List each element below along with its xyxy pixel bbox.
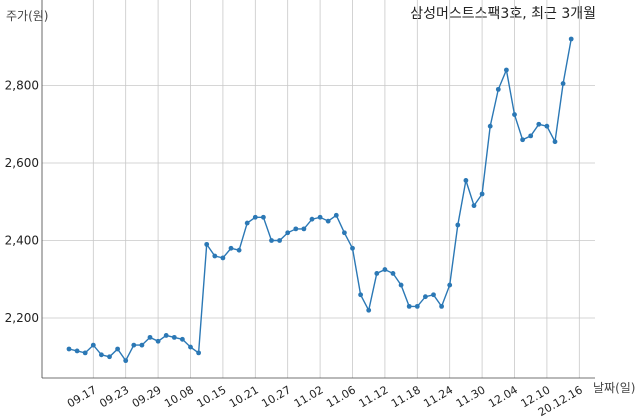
data-point [123, 358, 129, 364]
data-point [560, 81, 566, 86]
data-series [66, 36, 574, 364]
data-point [552, 139, 558, 145]
data-point [520, 137, 525, 143]
data-point [180, 336, 185, 342]
data-point [414, 303, 420, 309]
data-point [293, 226, 299, 232]
data-point [107, 354, 112, 360]
data-point [528, 133, 534, 139]
data-point [90, 342, 96, 348]
data-point [333, 212, 339, 218]
data-point [244, 220, 250, 226]
x-tick-label: 11.12 [357, 383, 391, 410]
data-point [366, 307, 372, 313]
x-tick-label: 09.23 [97, 383, 131, 410]
x-tick-label: 11.24 [421, 383, 455, 410]
y-tick-label: 2,800 [5, 79, 39, 93]
data-point [309, 216, 315, 222]
data-point [544, 123, 550, 129]
data-point [495, 86, 501, 92]
x-tick-label: 12.04 [486, 383, 520, 410]
x-tick-label: 10.27 [259, 383, 293, 410]
data-point [155, 338, 161, 344]
data-point [196, 350, 202, 356]
data-point [188, 344, 193, 350]
data-point [66, 346, 72, 352]
data-point [131, 342, 137, 348]
x-tick-label: 10.15 [195, 383, 229, 410]
data-point [115, 346, 120, 352]
x-tick-label: 11.30 [454, 383, 488, 410]
data-point [358, 292, 363, 298]
data-point [447, 282, 453, 288]
axes [41, 0, 595, 379]
data-point [277, 238, 282, 243]
gridlines [42, 0, 595, 378]
y-tick-label: 2,400 [5, 234, 39, 248]
data-point [406, 303, 412, 309]
data-point [504, 67, 509, 73]
data-point [568, 36, 574, 42]
x-tick-labels: 09.1709.2309.2910.0810.1510.2110.2711.02… [65, 383, 585, 419]
x-tick-label: 09.17 [65, 383, 99, 410]
data-point [74, 348, 80, 354]
chart-title: 삼성머스트스팩3호, 최근 3개월 [410, 6, 596, 22]
data-point [374, 271, 380, 276]
data-point [431, 292, 436, 298]
x-axis-label: 날짜(일) [593, 381, 635, 395]
data-point [236, 247, 242, 253]
data-point [301, 226, 307, 232]
x-tick-label: 11.02 [292, 383, 326, 410]
data-point [423, 294, 428, 300]
data-point [204, 241, 210, 247]
y-tick-label: 2,600 [5, 156, 39, 170]
y-axis-label: 주가(원) [6, 9, 48, 23]
data-point [139, 342, 145, 348]
x-tick-label: 11.18 [389, 383, 423, 410]
y-tick-labels: 2,200 2,400 2,600 2,800 [5, 79, 39, 326]
data-point [398, 282, 404, 288]
data-point [382, 267, 388, 272]
y-tick-label: 2,200 [5, 311, 39, 325]
data-point [342, 230, 347, 236]
data-point [82, 350, 88, 356]
data-point [439, 303, 444, 309]
data-point [487, 123, 493, 129]
data-point [325, 218, 331, 224]
data-point [163, 333, 169, 338]
data-point [317, 214, 323, 220]
data-point [212, 253, 218, 259]
data-point [350, 245, 355, 251]
data-point [171, 334, 177, 340]
data-point [269, 238, 274, 243]
data-point [390, 271, 396, 276]
data-point [220, 255, 226, 261]
data-point [147, 334, 153, 340]
x-tick-label: 10.21 [227, 383, 261, 410]
x-tick-label: 09.29 [130, 383, 164, 410]
data-point [455, 222, 461, 228]
data-point [228, 245, 234, 251]
data-point [252, 214, 258, 220]
data-point [285, 230, 291, 236]
data-point [479, 191, 485, 197]
data-point [536, 121, 542, 127]
data-point [512, 112, 517, 117]
data-point [463, 178, 469, 183]
x-tick-label: 11.06 [324, 383, 358, 410]
x-tick-label: 10.08 [162, 383, 196, 410]
data-point [261, 214, 266, 220]
data-point [471, 203, 477, 209]
data-point [99, 352, 104, 358]
